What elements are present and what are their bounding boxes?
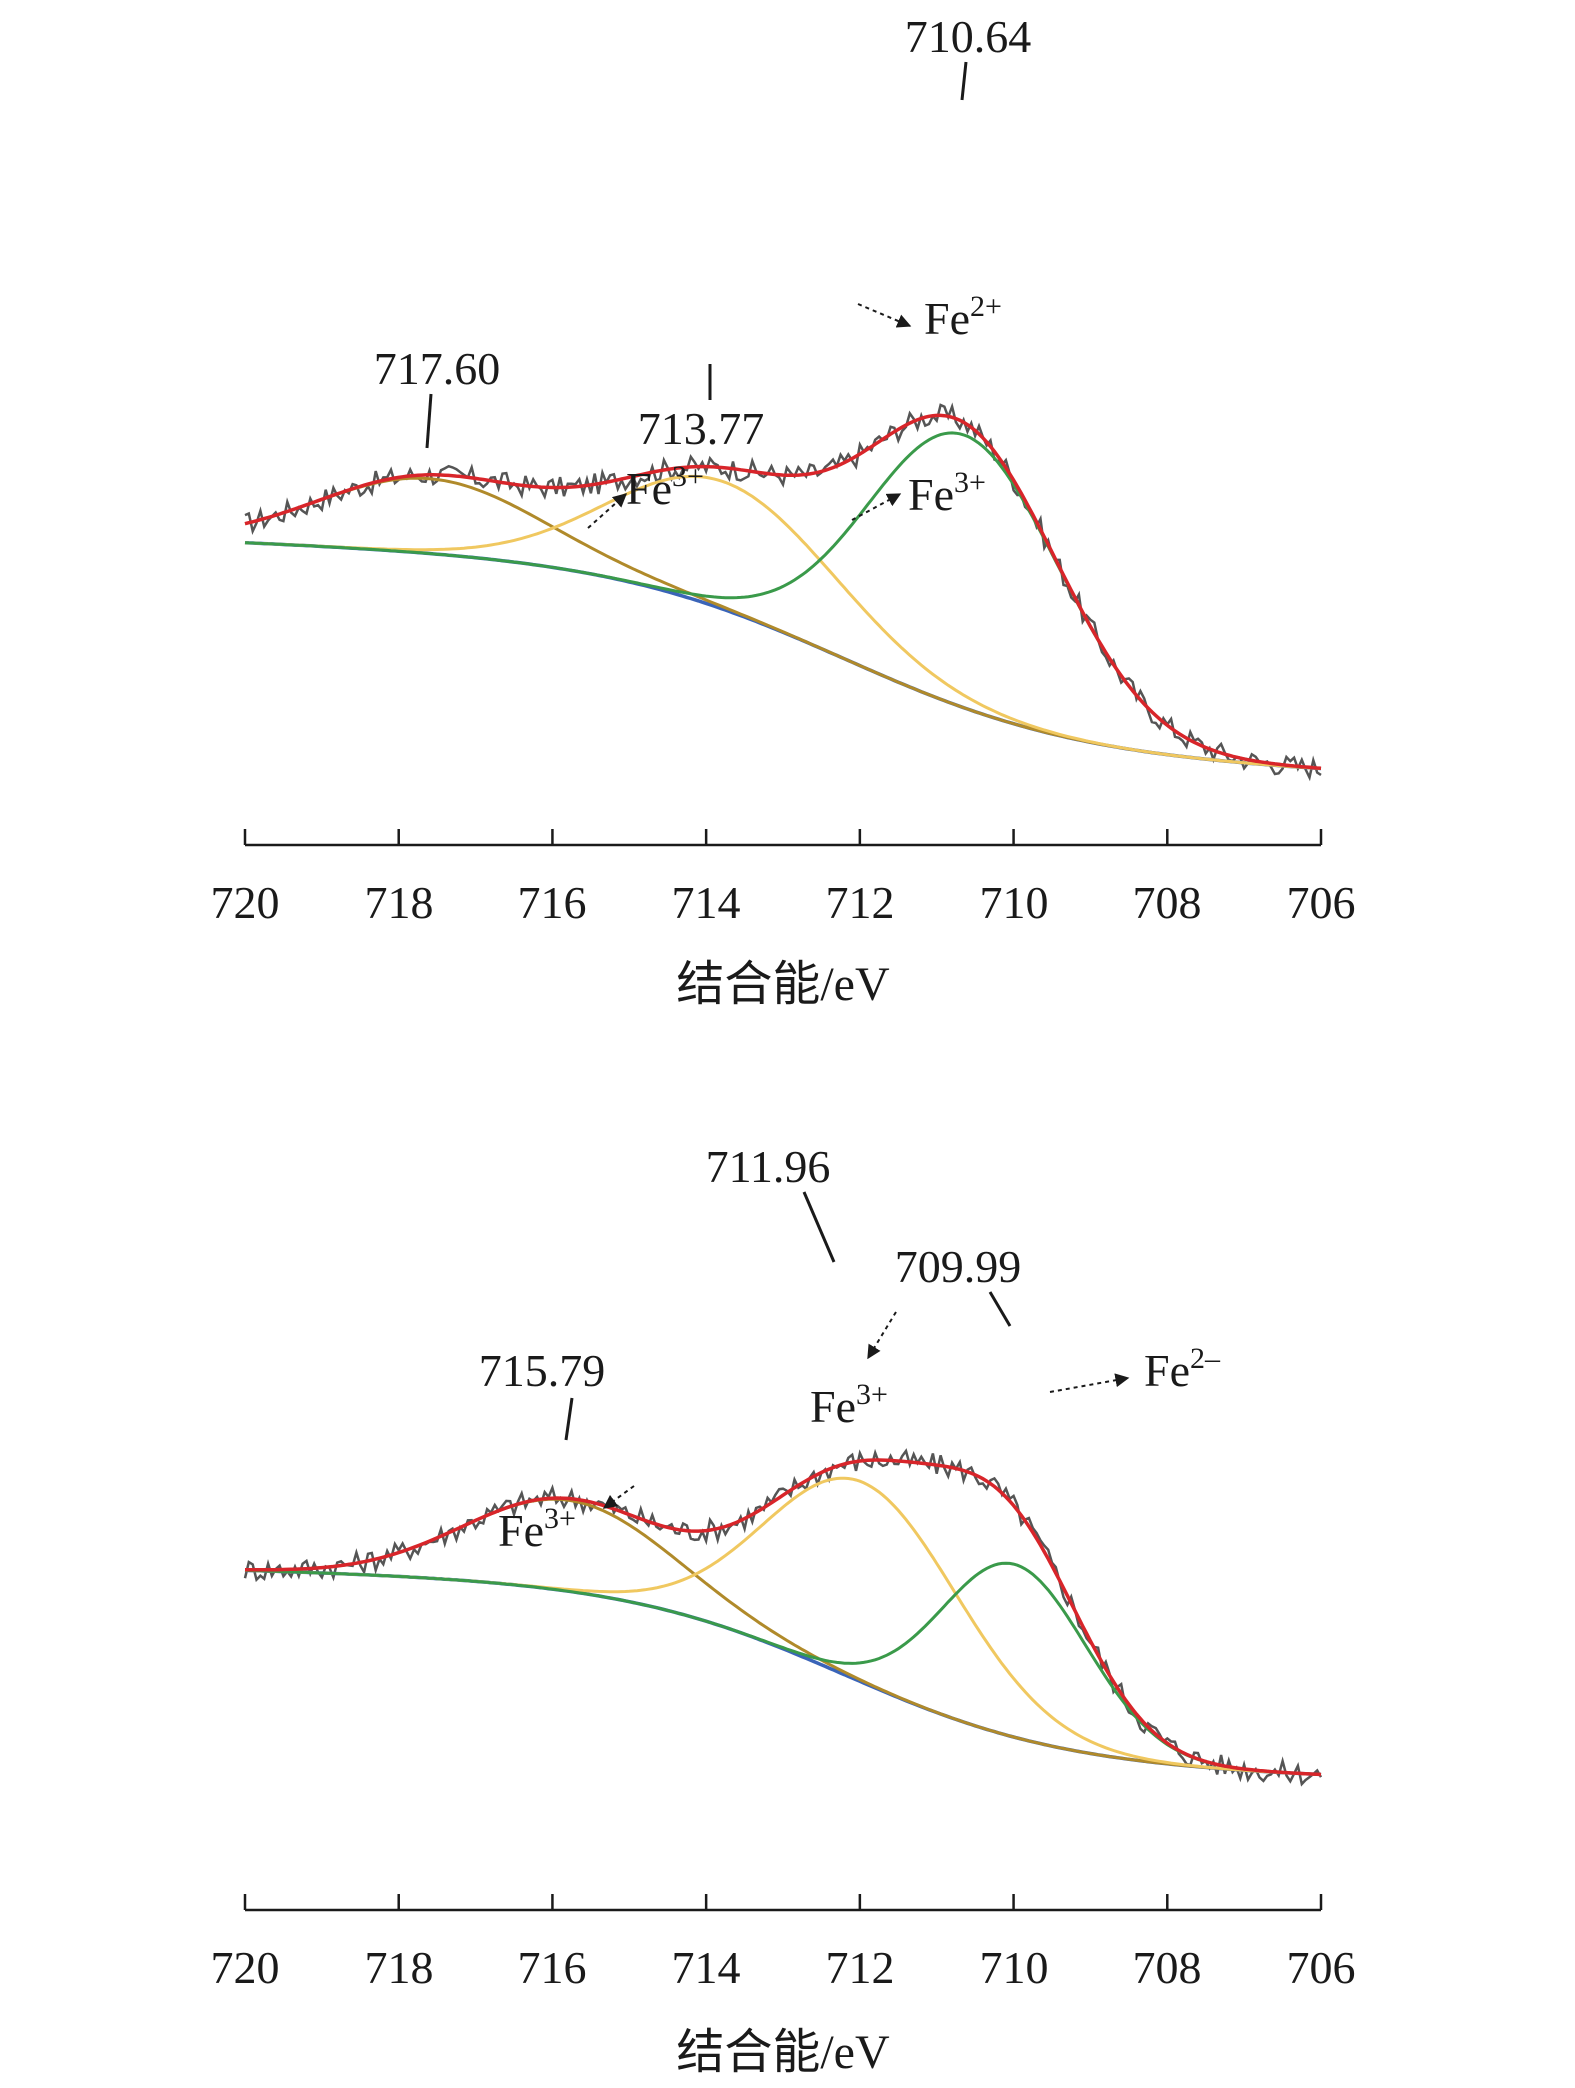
peak-leader (988, 1291, 1012, 1327)
species-label: Fe3+ (810, 1378, 888, 1432)
species-label-base: Fe (810, 1381, 856, 1432)
species-label-sup: 3+ (954, 466, 986, 499)
species-label-sup: 2+ (970, 290, 1002, 323)
x-tick-label: 720 (211, 1942, 280, 1993)
x-tick-label: 716 (518, 877, 587, 928)
species-label: Fe3+ (626, 460, 704, 514)
x-axis-ticks (243, 829, 1323, 845)
species-arrow (587, 493, 628, 529)
x-tick-label: 708 (1133, 1942, 1202, 1993)
x-tick-label: 706 (1287, 1942, 1356, 1993)
species-arrow (1049, 1373, 1130, 1393)
species-label-sup: 3+ (856, 1378, 888, 1411)
peak-label: 715.79 (479, 1345, 606, 1396)
x-tick-label: 712 (826, 1942, 895, 1993)
raw-spectrum-line (244, 402, 1322, 782)
x-tick-labels: 720 718 716 714 712 710 708 706 (211, 877, 1356, 928)
peak-leader (425, 393, 433, 449)
species-label: Fe2+ (924, 290, 1002, 344)
species-label-base: Fe (1144, 1345, 1190, 1396)
x-tick-label: 714 (672, 877, 741, 928)
panel-bottom: 720 718 716 714 712 710 708 706 结合能/eV 7… (211, 1141, 1356, 2079)
x-tick-label: 718 (365, 1942, 434, 1993)
x-tick-label: 714 (672, 1942, 741, 1993)
background-line (244, 1568, 1322, 1777)
peak-label: 711.96 (706, 1141, 831, 1192)
x-tick-label: 706 (1287, 877, 1356, 928)
x-tick-label: 718 (365, 877, 434, 928)
component-peak-line (244, 474, 1322, 770)
species-label-base: Fe (498, 1505, 544, 1556)
species-arrow (867, 1311, 897, 1360)
species-arrow (851, 493, 902, 521)
x-tick-label: 712 (826, 877, 895, 928)
species-label-base: Fe (924, 293, 970, 344)
raw-spectrum-line (243, 1448, 1323, 1787)
x-tick-label: 710 (980, 877, 1049, 928)
species-label-sup: 3+ (672, 460, 704, 493)
species-label-base: Fe (626, 463, 672, 514)
species-arrow (857, 303, 912, 328)
x-tick-label: 708 (1133, 877, 1202, 928)
peak-label: 717.60 (374, 343, 501, 394)
envelope-fit-line (245, 1458, 1322, 1777)
panel-top-curves (244, 402, 1322, 782)
x-axis-ticks (243, 1894, 1323, 1910)
species-label: Fe2– (1144, 1342, 1221, 1396)
species-label: Fe3+ (498, 1502, 576, 1556)
background-line (244, 540, 1322, 771)
peak-leader (564, 1397, 574, 1441)
species-label: Fe3+ (908, 466, 986, 520)
peak-leader (960, 61, 968, 101)
panel-top: 720 718 716 714 712 710 708 706 结合能/eV 7… (211, 11, 1356, 1011)
component-peak-line (244, 1561, 1322, 1776)
peak-leader (802, 1191, 836, 1263)
panel-bottom-curves (243, 1448, 1323, 1787)
x-axis-title: 结合能/eV (676, 958, 890, 1011)
x-tick-labels: 720 718 716 714 712 710 708 706 (211, 1942, 1356, 1993)
species-arrow (602, 1485, 635, 1509)
peak-label: 710.64 (905, 11, 1032, 62)
x-tick-label: 720 (211, 877, 280, 928)
peak-label: 713.77 (638, 403, 765, 454)
peak-label: 709.99 (895, 1241, 1022, 1292)
species-label-sup: 2– (1190, 1342, 1221, 1375)
component-peak-line (244, 1476, 1322, 1776)
species-label-sup: 3+ (544, 1502, 576, 1535)
x-tick-label: 710 (980, 1942, 1049, 1993)
x-tick-label: 716 (518, 1942, 587, 1993)
x-axis-title: 结合能/eV (676, 2026, 890, 2079)
species-label-base: Fe (908, 469, 954, 520)
envelope-fit-line (244, 413, 1322, 770)
